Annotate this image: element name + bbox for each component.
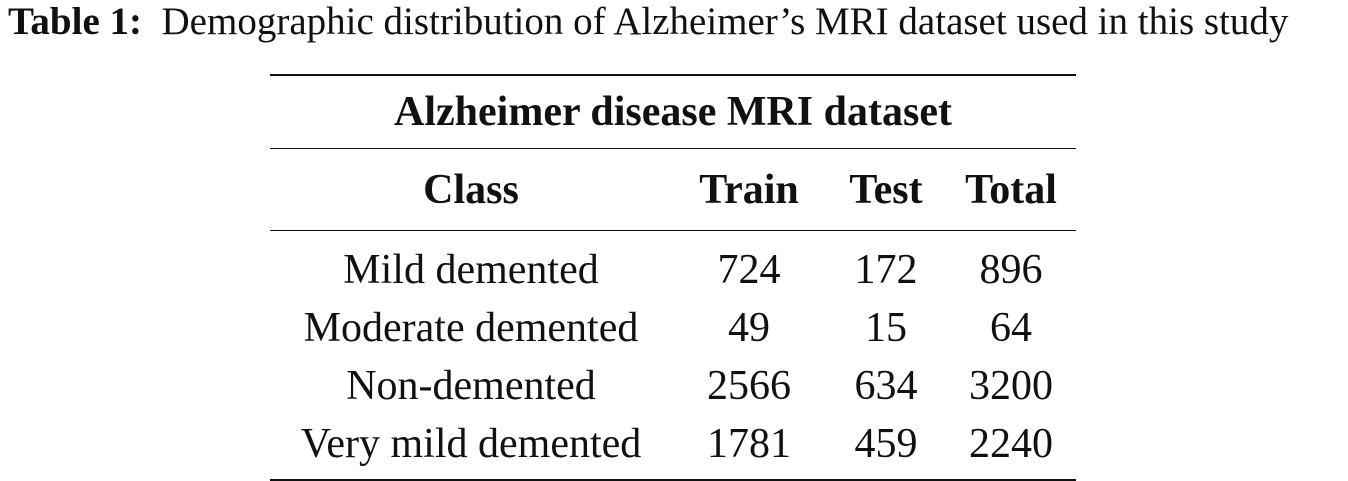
cell-test: 459: [854, 421, 918, 467]
cell-train: 724: [717, 247, 781, 293]
cell-class: Moderate demented: [303, 305, 639, 351]
cell-test: 15: [865, 305, 907, 351]
column-header-class: Class: [423, 166, 519, 213]
cell-test: 634: [854, 363, 918, 409]
table-caption: Table 1: Demographic distribution of Alz…: [8, 0, 1288, 44]
table-row: Mild demented 724 172 896: [270, 230, 1076, 300]
data-table-container: Alzheimer disease MRI dataset Class Trai…: [270, 74, 1076, 481]
table-row: Non-demented 2566 634 3200: [270, 357, 1076, 415]
cell-class: Very mild demented: [300, 421, 642, 467]
column-header-train: Train: [699, 166, 799, 213]
column-header-test: Test: [849, 166, 923, 213]
table-row: Very mild demented 1781 459 2240: [270, 415, 1076, 480]
cell-test: 172: [854, 247, 918, 293]
cell-total: 2240: [969, 421, 1053, 467]
cell-total: 64: [990, 305, 1032, 351]
cell-train: 2566: [707, 363, 791, 409]
cell-train: 49: [728, 305, 770, 351]
cell-class: Mild demented: [343, 247, 599, 293]
cell-train: 1781: [707, 421, 791, 467]
demographic-table: Alzheimer disease MRI dataset Class Trai…: [270, 74, 1076, 481]
spanning-header: Alzheimer disease MRI dataset: [394, 89, 952, 135]
cell-total: 3200: [969, 363, 1053, 409]
table-row: Moderate demented 49 15 64: [270, 299, 1076, 357]
column-header-row: Class Train Test Total: [270, 148, 1076, 231]
column-header-total: Total: [965, 166, 1057, 213]
spanning-header-row: Alzheimer disease MRI dataset: [270, 75, 1076, 149]
caption-label: Table 1:: [8, 0, 143, 43]
caption-text: Demographic distribution of Alzheimer’s …: [161, 0, 1289, 43]
cell-class: Non-demented: [346, 363, 596, 409]
cell-total: 896: [979, 247, 1043, 293]
